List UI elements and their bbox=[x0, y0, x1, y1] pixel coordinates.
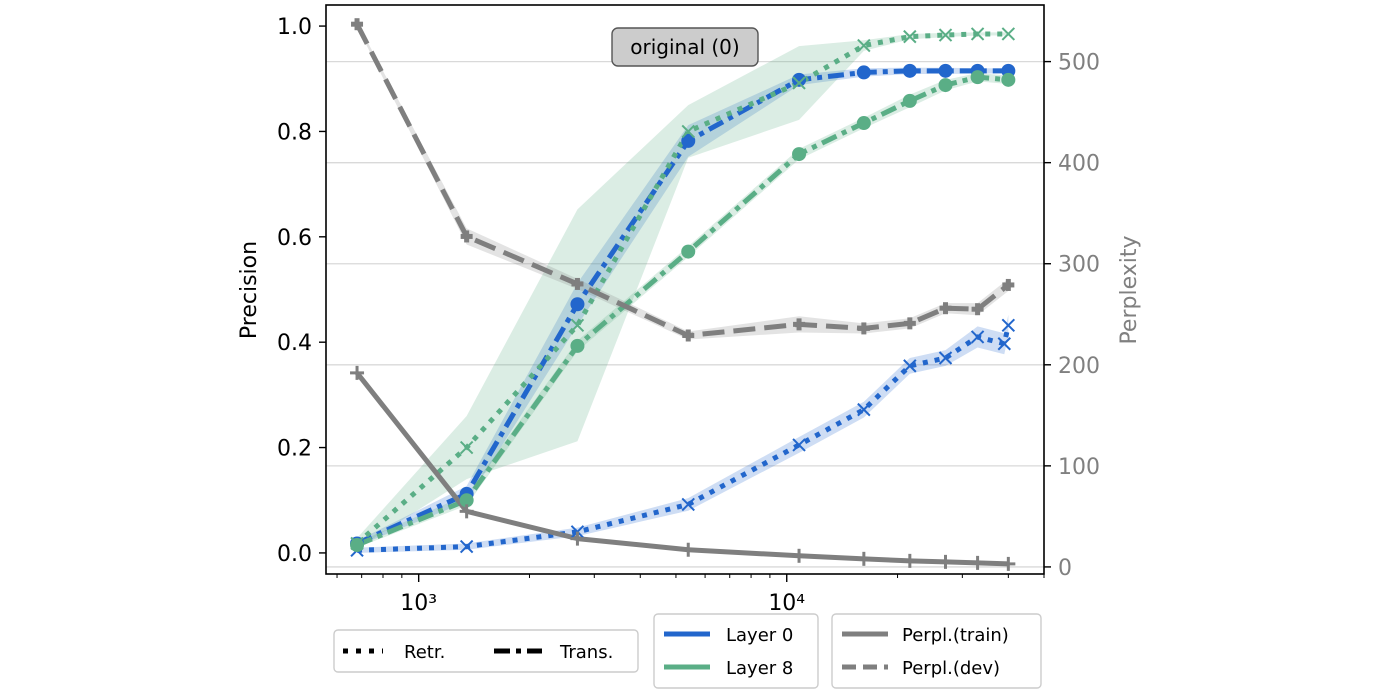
legend-perpl-train: Perpl.(train) bbox=[902, 625, 1009, 646]
layer-8-retr-band bbox=[357, 32, 1009, 549]
layer-8-retr-line bbox=[355, 31, 1009, 546]
data-point bbox=[903, 317, 916, 330]
legend-trans: Trans. bbox=[559, 642, 613, 663]
data-point bbox=[938, 554, 953, 569]
data-point bbox=[350, 538, 365, 553]
legend-layer: Layer 0 Layer 8 bbox=[653, 613, 819, 689]
data-point bbox=[856, 65, 871, 80]
layer-0-retr-line bbox=[356, 324, 1011, 553]
data-point bbox=[902, 63, 917, 78]
y2-axis-label: Perplexity bbox=[1117, 235, 1142, 344]
data-point bbox=[856, 551, 871, 566]
perpl-dev-line bbox=[354, 23, 1010, 338]
y-tick-label: 0.8 bbox=[277, 120, 312, 145]
y2-tick-label: 100 bbox=[1058, 455, 1100, 480]
data-point bbox=[460, 230, 473, 243]
annotation-text: original (0) bbox=[630, 35, 739, 59]
data-point bbox=[856, 116, 871, 131]
y2-tick-label: 0 bbox=[1058, 556, 1072, 581]
y-tick-label: 0.0 bbox=[277, 542, 312, 567]
data-point bbox=[970, 27, 985, 41]
data-point bbox=[902, 93, 917, 108]
data-point bbox=[570, 297, 585, 312]
data-point bbox=[681, 497, 695, 512]
data-point bbox=[792, 548, 807, 563]
layer-0-trans-band bbox=[357, 67, 1009, 547]
data-point bbox=[792, 147, 807, 162]
x-tick-label: 10³ bbox=[400, 591, 437, 616]
data-point bbox=[351, 18, 364, 31]
series-lines bbox=[354, 23, 1011, 567]
data-point bbox=[938, 28, 953, 42]
data-point bbox=[857, 402, 871, 417]
data-point bbox=[1001, 27, 1016, 41]
data-point bbox=[570, 338, 585, 353]
layer-8-trans-line bbox=[356, 74, 1009, 548]
annotation-box: original (0) bbox=[611, 27, 759, 67]
data-point bbox=[459, 440, 474, 455]
data-point bbox=[1001, 72, 1016, 87]
data-point bbox=[857, 38, 871, 53]
data-point bbox=[997, 337, 1011, 351]
data-point bbox=[792, 76, 806, 90]
y2-tick-label: 400 bbox=[1058, 152, 1100, 177]
data-point bbox=[459, 539, 474, 554]
perpl-train-line bbox=[355, 371, 1009, 567]
y-tick-label: 1.0 bbox=[277, 15, 312, 40]
legend-layer-8: Layer 8 bbox=[726, 658, 793, 679]
legend-layer-0: Layer 0 bbox=[726, 625, 793, 646]
data-point bbox=[459, 504, 474, 519]
data-point bbox=[857, 322, 870, 335]
data-point bbox=[970, 555, 985, 570]
y-tick-label: 0.6 bbox=[277, 226, 312, 251]
data-point bbox=[681, 133, 696, 148]
data-point bbox=[350, 365, 365, 380]
data-point bbox=[459, 493, 474, 508]
data-point bbox=[1001, 318, 1016, 333]
data-point bbox=[903, 359, 917, 373]
data-point bbox=[903, 29, 917, 44]
data-point bbox=[1001, 556, 1016, 571]
data-point bbox=[970, 70, 985, 85]
data-point bbox=[970, 330, 985, 344]
y2-tick-label: 300 bbox=[1058, 253, 1100, 278]
data-point bbox=[681, 124, 695, 139]
data-point bbox=[902, 553, 917, 568]
layer-0-trans-line bbox=[356, 68, 1009, 546]
plot-frame bbox=[325, 4, 1045, 575]
legend-perplexity: Perpl.(train) Perpl.(dev) bbox=[831, 613, 1042, 689]
y-axis-label: Precision bbox=[237, 241, 262, 339]
y2-tick-label: 500 bbox=[1058, 51, 1100, 76]
legend-method: Retr. Trans. bbox=[333, 629, 639, 673]
y-tick-label: 0.4 bbox=[277, 331, 312, 356]
data-point bbox=[570, 531, 585, 546]
legend-perpl-dev: Perpl.(dev) bbox=[902, 658, 1000, 679]
data-point bbox=[1002, 278, 1015, 291]
data-point bbox=[793, 318, 806, 331]
series-markers bbox=[350, 18, 1016, 571]
axes: 0.0 0.2 0.4 0.6 0.8 1.0 0 100 200 300 400 500 10³ 10⁴ bbox=[277, 15, 1100, 616]
legend-retr: Retr. bbox=[404, 642, 445, 663]
data-point bbox=[792, 438, 806, 452]
x-tick-label: 10⁴ bbox=[768, 591, 805, 616]
y-tick-label: 0.2 bbox=[277, 437, 312, 462]
data-point bbox=[792, 72, 807, 87]
data-point bbox=[971, 303, 984, 316]
y2-tick-label: 200 bbox=[1058, 354, 1100, 379]
data-point bbox=[571, 277, 584, 290]
data-point bbox=[570, 318, 585, 333]
data-point bbox=[682, 329, 695, 342]
data-point bbox=[681, 244, 696, 259]
data-point bbox=[938, 78, 953, 93]
layer-0-retr-band bbox=[357, 314, 1009, 553]
data-point bbox=[939, 302, 952, 315]
data-point bbox=[681, 542, 696, 557]
data-point bbox=[938, 351, 953, 365]
data-point bbox=[938, 63, 953, 78]
